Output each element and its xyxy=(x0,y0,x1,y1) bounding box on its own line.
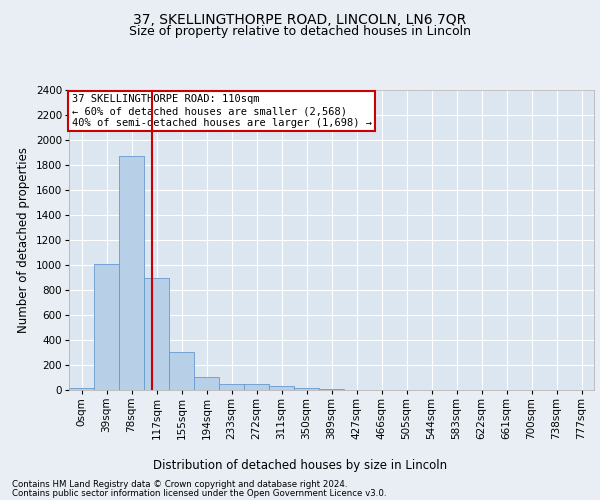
Bar xyxy=(219,384,244,390)
Text: Size of property relative to detached houses in Lincoln: Size of property relative to detached ho… xyxy=(129,25,471,38)
Y-axis label: Number of detached properties: Number of detached properties xyxy=(17,147,30,333)
Bar xyxy=(169,352,194,390)
Bar xyxy=(244,384,269,390)
Bar xyxy=(144,278,169,390)
Bar xyxy=(194,377,219,390)
Bar xyxy=(94,264,119,390)
Bar xyxy=(269,386,294,390)
Text: Contains HM Land Registry data © Crown copyright and database right 2024.: Contains HM Land Registry data © Crown c… xyxy=(12,480,347,489)
Text: 37 SKELLINGTHORPE ROAD: 110sqm
← 60% of detached houses are smaller (2,568)
40% : 37 SKELLINGTHORPE ROAD: 110sqm ← 60% of … xyxy=(71,94,371,128)
Text: Contains public sector information licensed under the Open Government Licence v3: Contains public sector information licen… xyxy=(12,488,386,498)
Bar xyxy=(69,388,94,390)
Text: Distribution of detached houses by size in Lincoln: Distribution of detached houses by size … xyxy=(153,460,447,472)
Text: 37, SKELLINGTHORPE ROAD, LINCOLN, LN6 7QR: 37, SKELLINGTHORPE ROAD, LINCOLN, LN6 7Q… xyxy=(133,12,467,26)
Bar xyxy=(294,388,319,390)
Bar xyxy=(119,156,144,390)
